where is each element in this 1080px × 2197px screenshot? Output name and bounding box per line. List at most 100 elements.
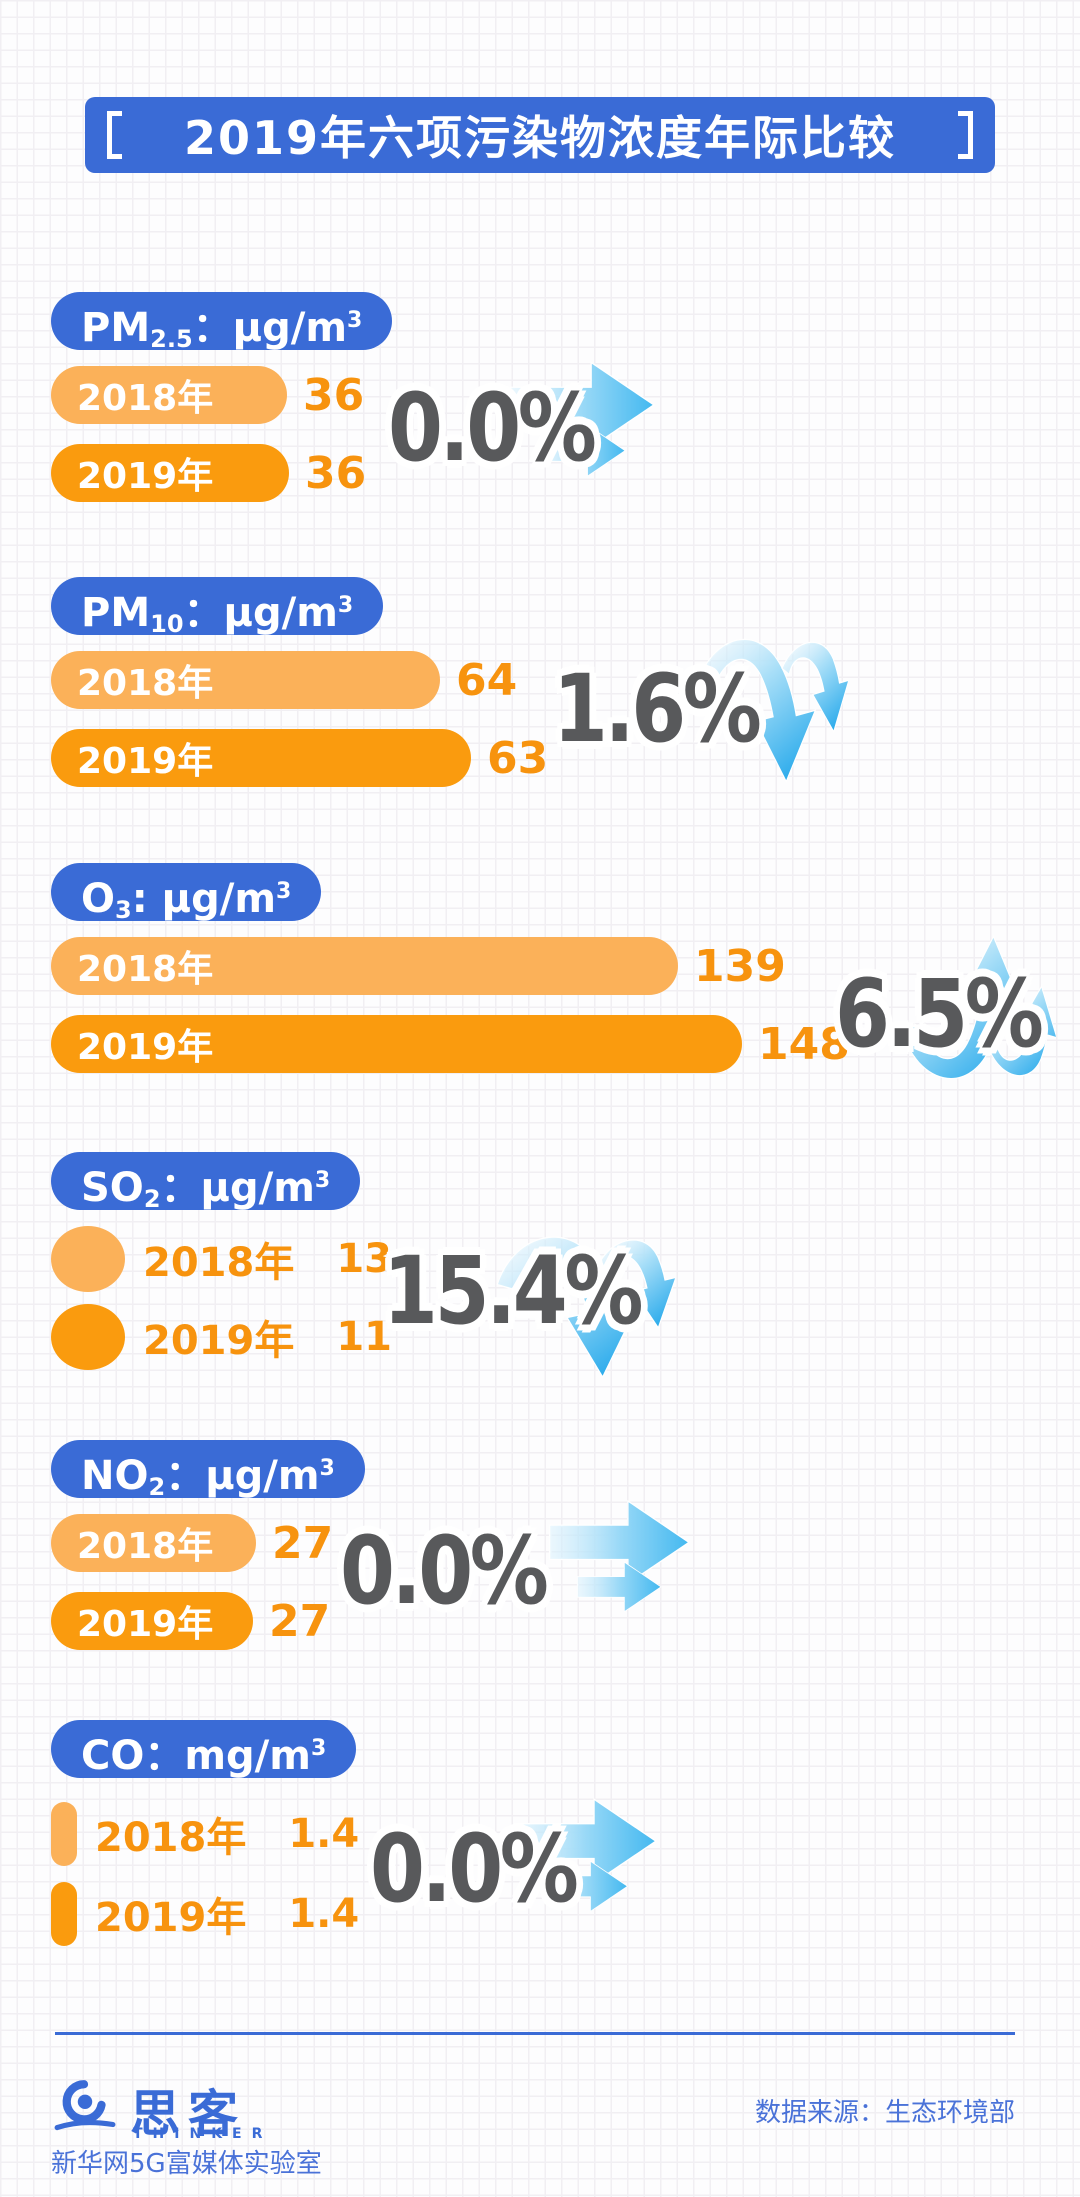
pollutant-name: PM: [81, 590, 151, 636]
data-source: 数据来源：生态环境部: [754, 2098, 1015, 2128]
year-label: 2019年: [95, 1895, 247, 1941]
pollutant-unit: μg/m: [232, 305, 347, 351]
page-title: 2019年六项污染物浓度年际比较: [183, 111, 897, 165]
bar-2019: 2019年: [51, 444, 289, 502]
year-label: 2018年: [77, 949, 214, 990]
percent-so2: 15.4%: [383, 1237, 643, 1346]
section-no2: NO2：μg/m3 2018年 27 2019年 27: [51, 1440, 365, 1670]
pollutant-subscript: 2: [148, 1473, 166, 1501]
percent-co: 0.0%: [370, 1815, 579, 1924]
unit-superscript: 3: [337, 593, 354, 618]
pollutant-unit: μg/m: [147, 876, 276, 922]
percent-no2: 0.0%: [340, 1517, 549, 1626]
label-separator: ：: [165, 1453, 206, 1499]
label-separator: :: [131, 876, 148, 922]
row-2018: 2018年 13: [51, 1226, 392, 1292]
lab-name: 新华网5G富媒体实验室: [51, 2149, 322, 2179]
percent-o3: 6.5%: [835, 960, 1044, 1069]
left-bracket-icon: [107, 111, 122, 159]
row-2018: 2018年 27: [51, 1514, 365, 1572]
value-2018: 27: [272, 1517, 334, 1569]
pollutant-subscript: 10: [150, 610, 184, 638]
label-separator: ：: [183, 590, 224, 636]
year-label: 2018年: [77, 1526, 214, 1567]
year-label: 2018年: [77, 663, 214, 704]
percent-pm25: 0.0%: [388, 374, 597, 483]
thinker-logo-icon: [54, 2080, 116, 2131]
row-2019: 2019年 11: [51, 1304, 392, 1370]
value-2018: 36: [303, 369, 365, 421]
year-label: 2019年: [77, 1027, 214, 1068]
right-bracket-icon: [958, 111, 973, 159]
pollutant-label-so2: SO2：μg/m3: [51, 1152, 361, 1213]
value-2018: 139: [694, 940, 786, 992]
value-2018: 13: [336, 1236, 392, 1282]
value-2018: 64: [456, 654, 518, 706]
pollutant-label-pm10: PM10：μg/m3: [51, 577, 384, 638]
unit-superscript: 3: [347, 308, 363, 333]
row-2018: 2018年 1.4: [51, 1802, 359, 1866]
unit-superscript: 3: [310, 1736, 327, 1761]
section-o3: O3: μg/m3 2018年 139 2019年 148: [51, 863, 850, 1093]
bar-2018: 2018年: [51, 937, 678, 995]
section-co: CO：mg/m3 2018年 1.4 2019年 1.4: [51, 1720, 359, 1962]
title-banner: 2019年六项污染物浓度年际比较: [85, 97, 995, 173]
pollutant-unit: mg/m: [184, 1733, 311, 1779]
row-2018: 2018年 139: [51, 937, 850, 995]
unit-superscript: 3: [276, 879, 292, 904]
unit-superscript: 3: [319, 1456, 335, 1481]
pollutant-unit: μg/m: [223, 590, 338, 636]
brand-name-en: THINKER: [133, 2126, 273, 2142]
footer-divider: [55, 2032, 1015, 2035]
row-2019: 2019年 148: [51, 1015, 850, 1073]
pollutant-label-o3: O3: μg/m3: [51, 863, 322, 924]
pollutant-unit: μg/m: [205, 1453, 320, 1499]
row-2018: 2018年 36: [51, 366, 392, 424]
value-2018: 1.4: [288, 1811, 360, 1857]
bar-2019: 2019年: [51, 1592, 253, 1650]
row-2019: 2019年 36: [51, 444, 392, 502]
pollutant-name: SO: [81, 1165, 144, 1211]
row-2019: 2019年 1.4: [51, 1882, 359, 1946]
percent-pm10: 1.6%: [553, 655, 762, 764]
bar-2018: 2018年: [51, 1514, 256, 1572]
label-separator: ：: [160, 1165, 201, 1211]
row-2019: 2019年 27: [51, 1592, 365, 1650]
year-label: 2019年: [143, 1318, 295, 1364]
section-pm25: PM2.5：μg/m3 2018年 36 2019年 36: [51, 292, 393, 522]
unit-superscript: 3: [314, 1168, 331, 1193]
circle-marker-2018: [51, 1226, 125, 1292]
pollutant-name: NO: [81, 1453, 149, 1499]
trend-right-arrow-icon: [548, 1500, 690, 1613]
year-label: 2019年: [77, 1604, 214, 1645]
pollutant-label-no2: NO2：μg/m3: [51, 1440, 365, 1501]
section-pm10: PM10：μg/m3 2018年 64 2019年 63: [51, 577, 548, 807]
brand-name: 思客: [130, 2085, 246, 2143]
row-2019: 2019年 63: [51, 729, 548, 787]
label-separator: ：: [144, 1733, 185, 1779]
year-label: 2018年: [77, 378, 214, 419]
pollutant-name: PM: [81, 305, 151, 351]
bar-2019: 2019年: [51, 729, 471, 787]
value-2019: 27: [269, 1595, 331, 1647]
pollutant-subscript: 3: [115, 896, 132, 924]
year-label: 2018年: [95, 1815, 247, 1861]
value-2019: 11: [336, 1314, 392, 1360]
value-2019: 1.4: [288, 1891, 360, 1937]
capsule-marker-2018: [51, 1802, 77, 1866]
year-label: 2019年: [77, 456, 214, 497]
bar-2018: 2018年: [51, 651, 440, 709]
pollutant-subscript: 2: [143, 1185, 161, 1213]
capsule-marker-2019: [51, 1882, 77, 1946]
row-2018: 2018年 64: [51, 651, 548, 709]
pollutant-unit: μg/m: [200, 1165, 315, 1211]
pollutant-name: CO: [81, 1733, 145, 1779]
bar-2018: 2018年: [51, 366, 287, 424]
year-label: 2019年: [77, 741, 214, 782]
pollutant-label-co: CO：mg/m3: [51, 1720, 357, 1779]
circle-marker-2019: [51, 1304, 125, 1370]
value-2019: 148: [758, 1018, 850, 1070]
pollutant-label-pm25: PM2.5：μg/m3: [51, 292, 393, 353]
value-2019: 36: [305, 447, 367, 499]
pollutant-name: O: [81, 876, 116, 922]
